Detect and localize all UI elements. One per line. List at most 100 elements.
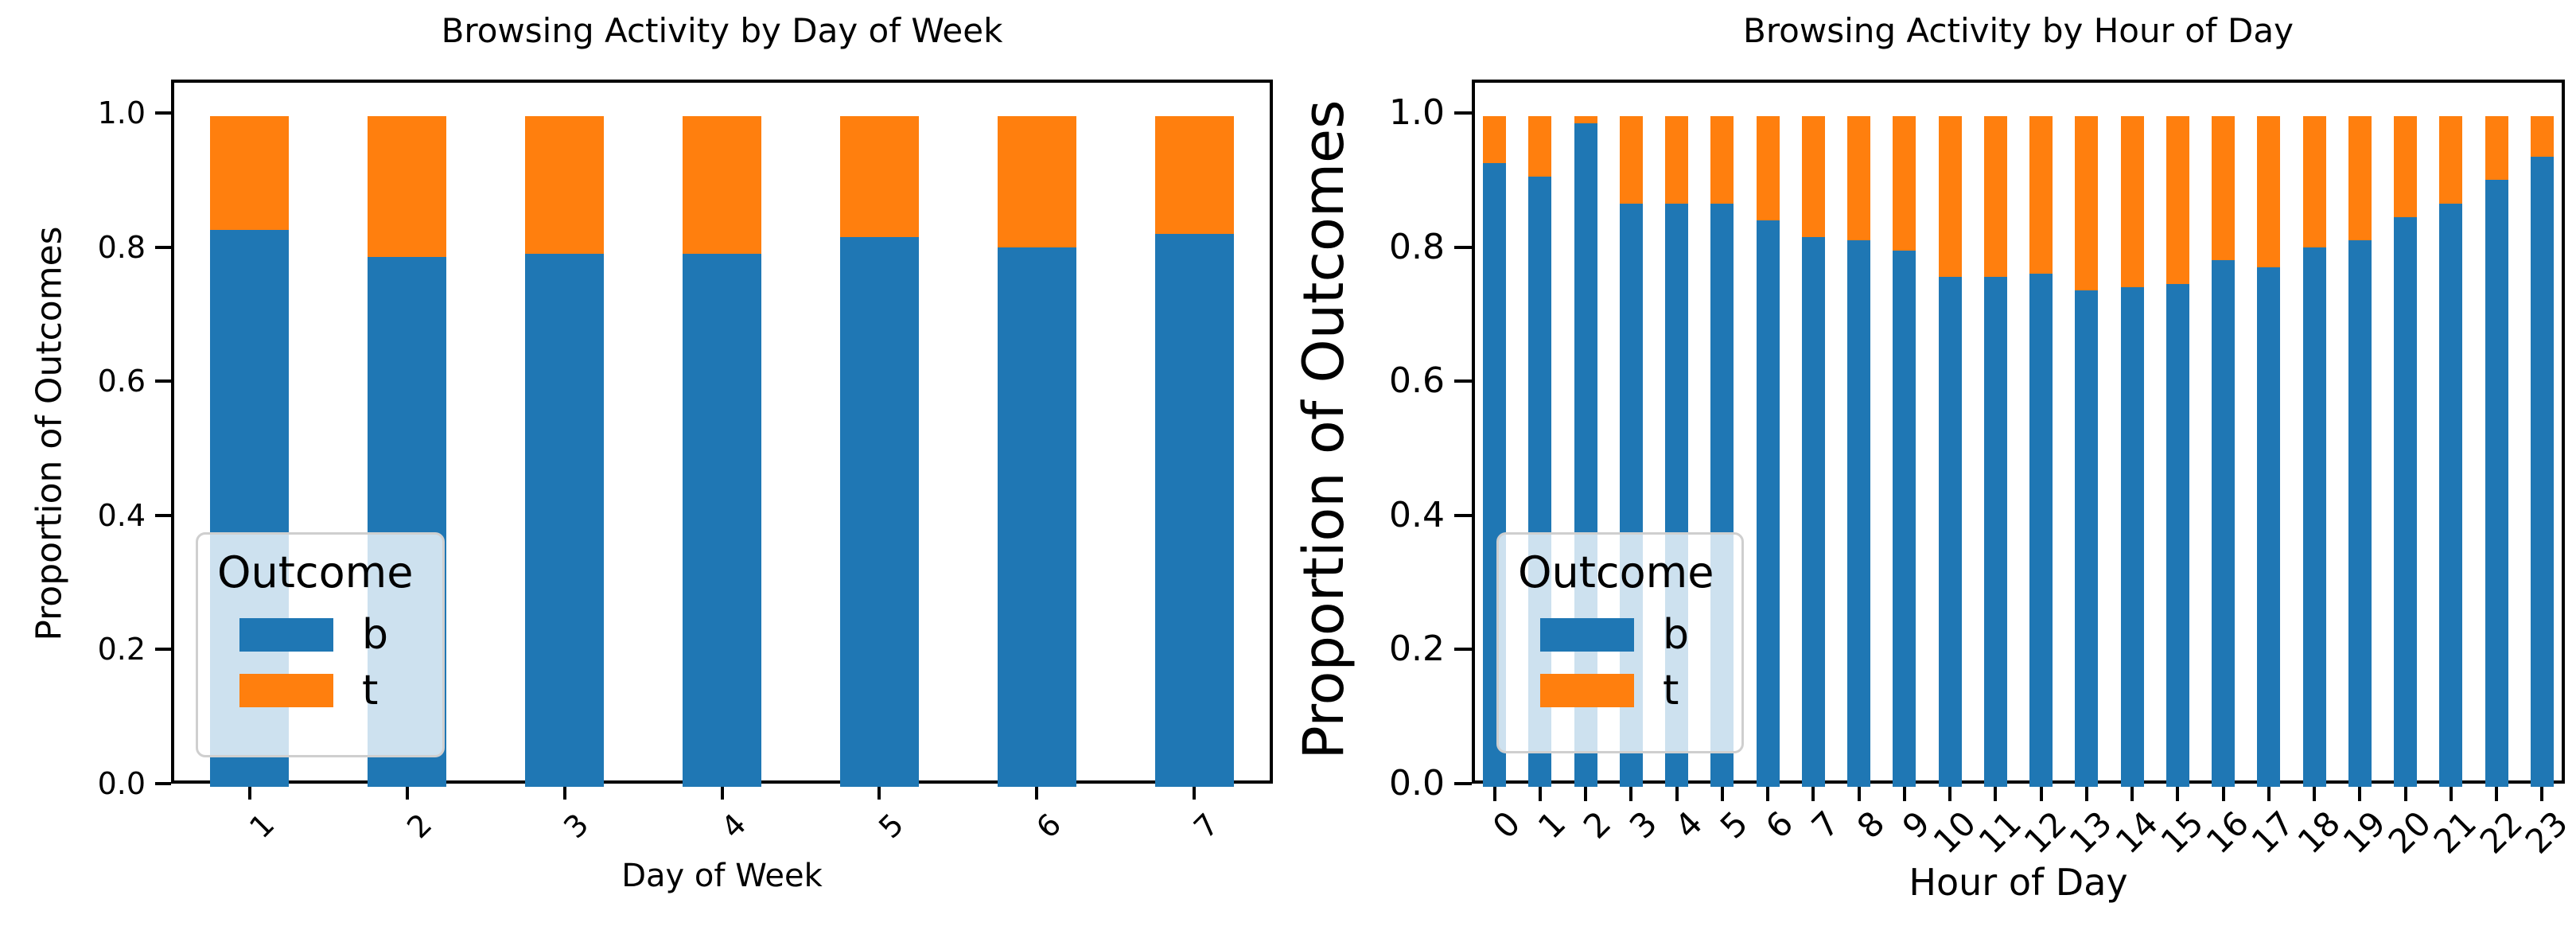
x-tick-label: 5 [1712, 804, 1756, 846]
x-tick-mark [562, 784, 566, 800]
x-tick-label: 1 [242, 807, 282, 846]
bar-segment-b [2530, 156, 2554, 787]
bar-segment-t [210, 116, 290, 231]
bar-segment-t [1801, 116, 1825, 237]
y-tick-mark [1454, 111, 1472, 115]
y-tick-mark [1454, 513, 1472, 517]
x-tick-mark [2039, 784, 2043, 801]
legend: Outcome b t [1496, 532, 1744, 753]
x-tick-mark [1193, 784, 1197, 800]
bar-segment-t [1619, 116, 1643, 204]
bar-segment-t [1938, 116, 1962, 278]
bar-segment-b [2075, 290, 2099, 787]
x-tick-mark [2495, 784, 2499, 801]
bar-segment-t [2485, 116, 2508, 181]
bar-segment-b [997, 247, 1076, 787]
legend-item: b [217, 614, 423, 656]
x-tick-mark [1720, 784, 1724, 801]
x-tick-label: 23 [2517, 804, 2576, 862]
legend-item: t [217, 670, 423, 711]
bar-segment-t [1483, 116, 1507, 164]
x-axis-label: Hour of Day [1909, 861, 2128, 904]
y-tick-label: 1.0 [97, 95, 146, 131]
x-tick-mark [1584, 784, 1588, 801]
bar-segment-b [2439, 203, 2463, 787]
x-tick-mark [2540, 784, 2544, 801]
chart-hour-of-day: Browsing Activity by Hour of Day Proport… [1288, 0, 2576, 934]
bar-segment-t [2530, 116, 2554, 157]
x-tick-label: 3 [557, 807, 596, 846]
x-tick-label: 8 [1849, 804, 1893, 846]
x-tick-label: 4 [714, 807, 753, 846]
y-tick-label: 0.0 [97, 766, 146, 801]
bar-segment-t [2394, 116, 2418, 217]
y-tick-label: 0.2 [1389, 629, 1445, 670]
y-axis-label: Proportion of Outcomes [29, 226, 70, 641]
y-tick-label: 0.6 [1389, 360, 1445, 402]
bar-segment-b [839, 236, 919, 787]
legend-item: b [1518, 614, 1722, 656]
bar-segment-t [2075, 116, 2099, 291]
legend-swatch-orange-icon [239, 673, 333, 707]
x-tick-mark [2449, 784, 2453, 801]
y-tick-label: 0.4 [1389, 494, 1445, 535]
plot-area: Outcome b t [1472, 80, 2565, 787]
x-tick-mark [2313, 784, 2317, 801]
y-tick-label: 0.8 [97, 229, 146, 265]
x-tick-mark [2221, 784, 2225, 801]
x-tick-mark [1492, 784, 1496, 801]
bar-segment-b [1847, 240, 1871, 787]
x-tick-label: 2 [399, 807, 438, 846]
legend-item-label: t [362, 666, 379, 714]
x-tick-mark [1902, 784, 1906, 801]
bar-segment-b [1154, 233, 1234, 787]
bar-segment-b [2257, 267, 2281, 787]
bar-segment-t [2257, 116, 2281, 267]
x-tick-mark [1811, 784, 1815, 801]
x-tick-label: 4 [1667, 804, 1710, 846]
y-tick-label: 0.0 [1389, 763, 1445, 804]
x-tick-label: 6 [1029, 807, 1068, 846]
x-tick-mark [1994, 784, 1998, 801]
x-tick-mark [247, 784, 251, 800]
y-tick-mark [1454, 245, 1472, 249]
x-axis-label: Day of Week [621, 858, 823, 894]
bar-segment-t [1847, 116, 1871, 241]
plot-area: Outcome b t [171, 80, 1273, 787]
x-tick-mark [2130, 784, 2134, 801]
x-tick-label: 6 [1758, 804, 1801, 846]
x-tick-mark [1629, 784, 1633, 801]
x-tick-label: 7 [1186, 807, 1226, 846]
legend-swatch-blue-icon [1540, 617, 1634, 652]
x-tick-mark [1857, 784, 1861, 801]
y-tick-label: 0.6 [97, 364, 146, 399]
legend-title: Outcome [217, 547, 414, 597]
bar-segment-b [1756, 220, 1780, 787]
legend-swatch-orange-icon [1540, 673, 1634, 707]
bar-segment-t [2212, 116, 2236, 261]
bar-segment-t [2120, 116, 2144, 288]
x-tick-mark [1675, 784, 1679, 801]
x-tick-label: 2 [1576, 804, 1619, 846]
bar-segment-t [2029, 116, 2053, 274]
bar-segment-b [1893, 250, 1916, 787]
bar-segment-b [2302, 247, 2326, 787]
y-tick-label: 0.2 [97, 632, 146, 667]
bar-segment-t [1893, 116, 1916, 251]
legend: Outcome b t [196, 532, 445, 757]
x-tick-mark [2267, 784, 2271, 801]
bar-segment-b [1983, 277, 2007, 787]
bar-segment-b [2394, 216, 2418, 787]
x-tick-label: 0 [1485, 804, 1528, 846]
x-tick-mark [1948, 784, 1952, 801]
y-tick-label: 0.4 [97, 497, 146, 533]
legend-swatch-blue-icon [239, 617, 333, 652]
x-tick-mark [2403, 784, 2407, 801]
bar-segment-t [1528, 116, 1552, 177]
x-tick-mark [1035, 784, 1039, 800]
x-tick-mark [2176, 784, 2180, 801]
chart-title: Browsing Activity by Hour of Day [1743, 11, 2294, 50]
bar-segment-t [2302, 116, 2326, 247]
bar-segment-b [2029, 274, 2053, 787]
bar-segment-t [368, 116, 447, 258]
